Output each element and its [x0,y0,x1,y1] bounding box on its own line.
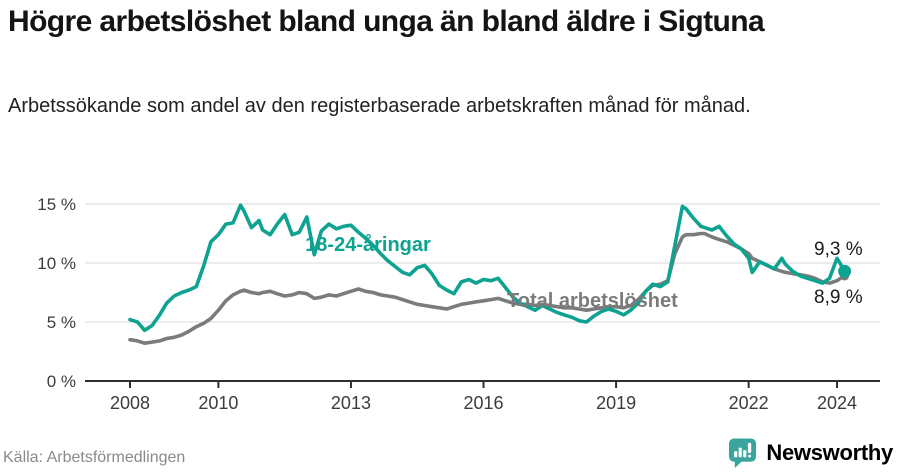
x-tick-label-2022: 2022 [729,393,769,413]
source-note: Källa: Arbetsförmedlingen [3,449,186,466]
y-tick-label-15: 15 % [37,195,76,214]
page-title: Högre arbetslöshet bland unga än bland ä… [8,5,765,38]
series-label-0: 18-24-åringar [305,233,431,256]
x-tick-label-2013: 2013 [331,393,371,413]
x-tick-label-2008: 2008 [110,393,150,413]
x-tick-label-2016: 2016 [463,393,503,413]
series-end-dot-0 [838,264,852,278]
newsworthy-brand[interactable]: Newsworthy [728,437,893,469]
series-end-value-label-0: 9,3 % [814,239,863,260]
x-tick-label-2024: 2024 [817,393,857,413]
newsworthy-logo-icon [729,438,757,468]
series-end-value-label-1: 8,9 % [814,287,863,308]
chart-subtitle: Arbetssökande som andel av den registerb… [8,95,751,117]
y-tick-label-10: 10 % [37,254,76,273]
brand-name: Newsworthy [766,440,893,465]
x-tick-label-2019: 2019 [596,393,636,413]
y-tick-label-5: 5 % [47,313,76,332]
series-label-1: Total arbetslöshet [507,290,678,312]
series-line-0 [128,203,847,333]
x-tick-label-2010: 2010 [198,393,238,413]
y-tick-label-0: 0 % [47,372,76,391]
series-line-1 [128,231,847,346]
